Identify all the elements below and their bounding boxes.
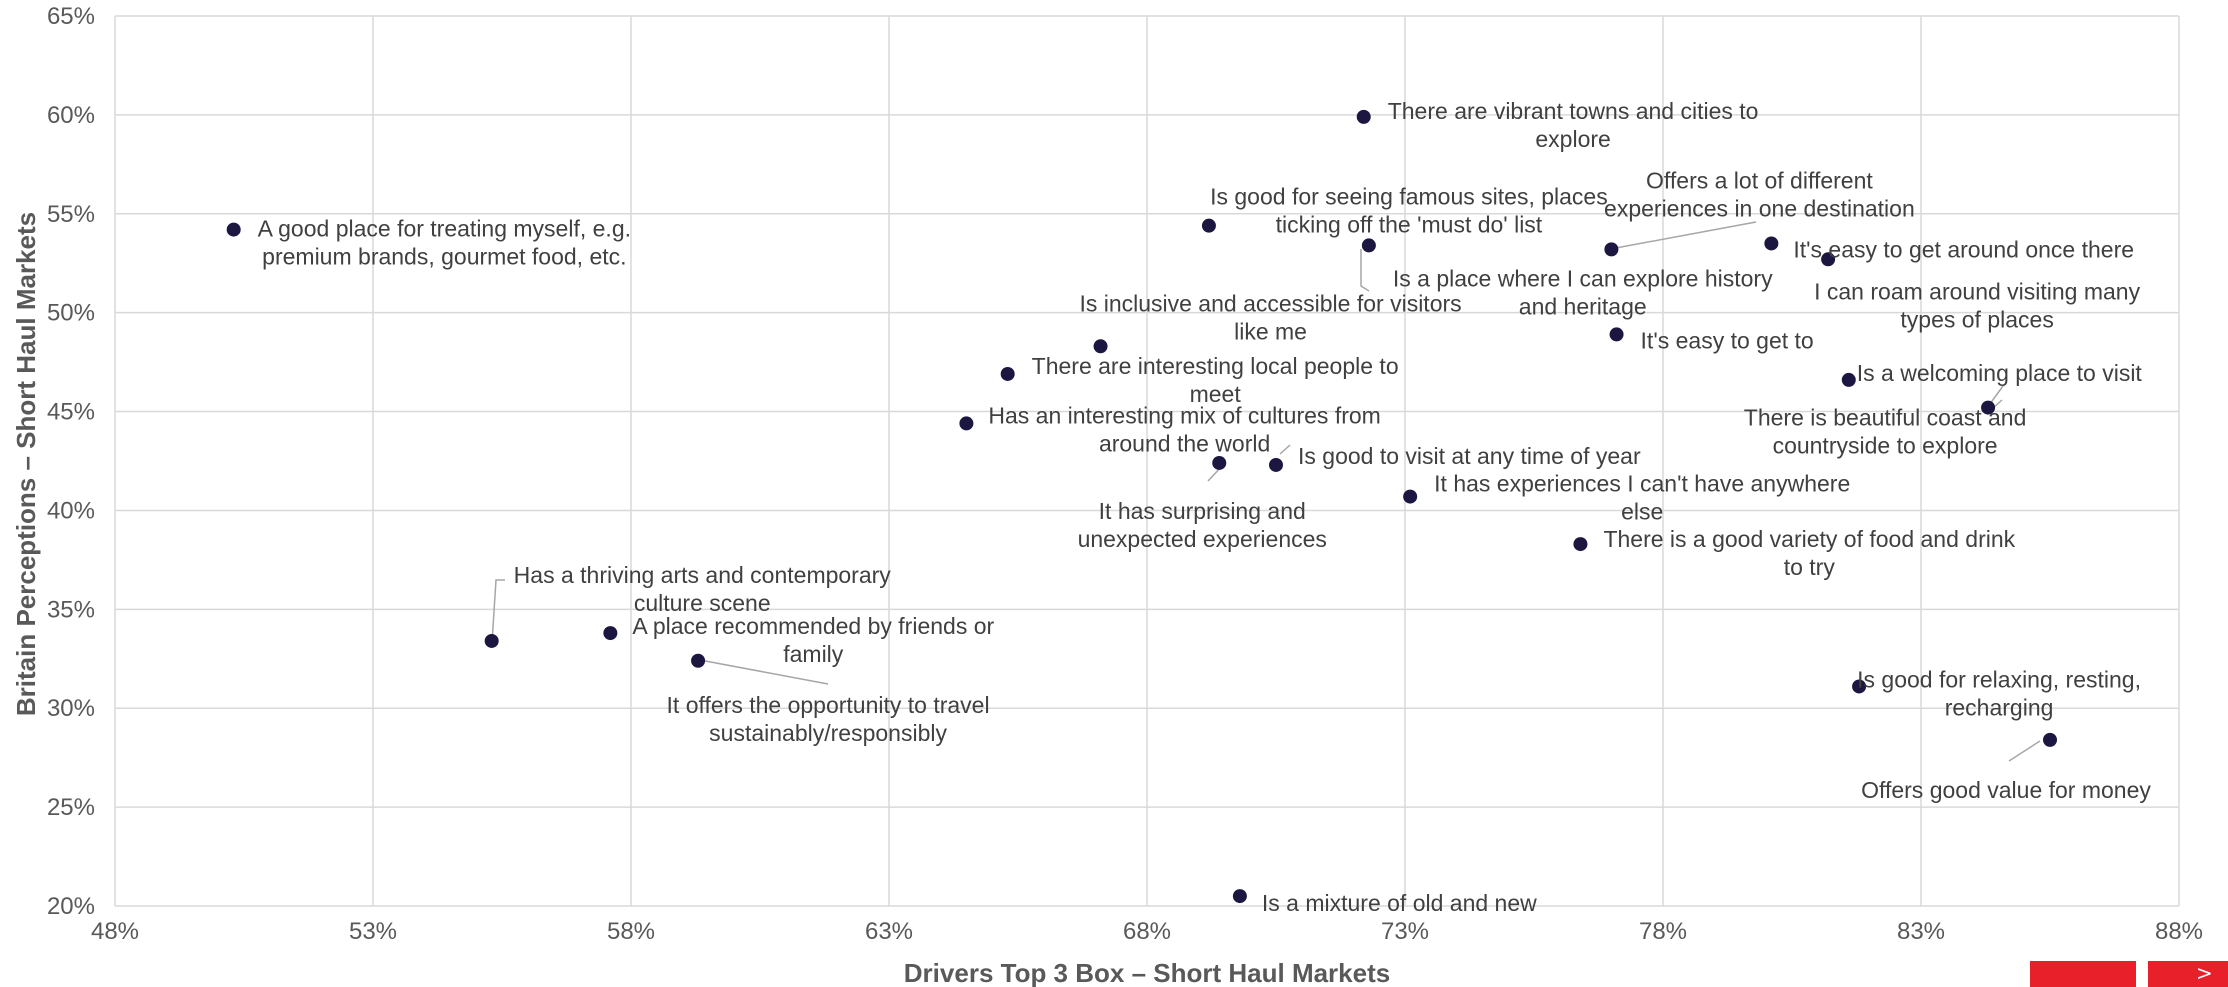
x-tick-label: 63% xyxy=(865,918,913,945)
leader-line xyxy=(1279,444,1291,455)
y-tick-label: 35% xyxy=(47,596,95,623)
brand-tab-left xyxy=(2030,961,2136,987)
point-label: Is a mixture of old and new xyxy=(1262,890,1537,916)
y-axis-ticks: 20% 25% 30% 35% 40% 45% 50% 55% 60% 65% xyxy=(47,3,95,920)
y-axis-title: Britain Perceptions – Short Haul Markets xyxy=(11,212,41,716)
point-label: Has an interesting mix of cultures from a… xyxy=(988,402,1380,456)
point-label: It offers the opportunity to travel susta… xyxy=(667,692,990,746)
y-tick-label: 65% xyxy=(47,3,95,30)
x-tick-label: 53% xyxy=(349,918,397,945)
point-label: Offers a lot of different experiences in … xyxy=(1604,167,1915,221)
leader-line xyxy=(699,659,829,685)
point-label: There is a good variety of food and drin… xyxy=(1603,526,2015,580)
y-tick-label: 40% xyxy=(47,497,95,524)
x-tick-label: 73% xyxy=(1381,918,1429,945)
scatter-point xyxy=(1201,218,1216,233)
point-label: Is a place where I can explore history an… xyxy=(1393,265,1773,319)
y-tick-label: 20% xyxy=(47,893,95,920)
scatter-point xyxy=(1841,372,1856,387)
point-label: There is beautiful coast and countryside … xyxy=(1744,405,2027,459)
scatter-point xyxy=(226,222,241,237)
point-label: A good place for treating myself, e.g. pr… xyxy=(258,216,631,270)
point-labels: A good place for treating myself, e.g. pr… xyxy=(258,98,2152,916)
point-label: Is good for seeing famous sites, places t… xyxy=(1210,184,1608,238)
x-axis-ticks: 48% 53% 58% 63% 68% 73% 78% 83% 88% xyxy=(91,918,2203,945)
point-label: There are interesting local people to mee… xyxy=(1032,353,1399,407)
y-tick-label: 45% xyxy=(47,399,95,426)
scatter-point xyxy=(1609,327,1624,342)
data-points xyxy=(226,109,2057,904)
y-tick-label: 50% xyxy=(47,300,95,327)
scatter-point xyxy=(1000,366,1015,381)
point-label: Is good to visit at any time of year xyxy=(1298,443,1641,469)
scatter-point xyxy=(1212,455,1227,470)
point-label: A place recommended by friends or family xyxy=(632,613,994,667)
leader-line xyxy=(491,579,505,644)
point-label: I can roam around visiting many types of … xyxy=(1814,278,2140,332)
x-tick-label: 83% xyxy=(1897,918,1945,945)
scatter-point xyxy=(1764,236,1779,251)
y-tick-label: 25% xyxy=(47,794,95,821)
point-label: It's easy to get to xyxy=(1641,327,1814,353)
scatter-point xyxy=(691,653,706,668)
scatter-point xyxy=(1356,109,1371,124)
point-label: It has experiences I can't have anywhere… xyxy=(1434,471,1850,525)
x-axis-title: Drivers Top 3 Box – Short Haul Markets xyxy=(904,958,1390,987)
brand-tab-right xyxy=(2148,961,2228,987)
scatter-point xyxy=(1573,537,1588,552)
scatter-point xyxy=(1403,489,1418,504)
point-label: Is good for relaxing, resting, recharging xyxy=(1857,666,2141,720)
label-leader-lines xyxy=(491,221,2041,762)
scatter-point xyxy=(1361,238,1376,253)
scatter-point xyxy=(1604,242,1619,257)
x-tick-label: 78% xyxy=(1639,918,1687,945)
scatter-point xyxy=(603,626,618,641)
point-label: Is inclusive and accessible for visitors… xyxy=(1079,290,1461,344)
leader-line xyxy=(1360,249,1370,292)
scatter-point xyxy=(1821,252,1836,267)
y-tick-label: 60% xyxy=(47,102,95,129)
scatter-point xyxy=(1852,679,1867,694)
y-tick-label: 30% xyxy=(47,695,95,722)
point-label: It has surprising and unexpected experien… xyxy=(1078,498,1327,552)
point-label: Has a thriving arts and contemporary cult… xyxy=(514,562,892,616)
scatter-point xyxy=(1981,400,1996,415)
point-label: It's easy to get around once there xyxy=(1793,236,2134,262)
scatter-point xyxy=(2043,732,2057,747)
scatter-point xyxy=(1232,889,1247,904)
chevron-right-icon: > xyxy=(2196,961,2213,985)
scatter-point xyxy=(484,633,499,648)
x-tick-label: 68% xyxy=(1123,918,1171,945)
point-label: Is a welcoming place to visit xyxy=(1857,360,2143,386)
gridlines xyxy=(114,15,2180,907)
x-tick-label: 48% xyxy=(91,918,139,945)
scatter-point xyxy=(1093,339,1108,354)
x-tick-label: 58% xyxy=(607,918,655,945)
x-tick-label: 88% xyxy=(2155,918,2203,945)
y-tick-label: 55% xyxy=(47,201,95,228)
scatter-point xyxy=(1269,457,1283,472)
scatter-point xyxy=(959,416,974,431)
point-label: There are vibrant towns and cities to exp… xyxy=(1388,98,1759,152)
point-label: Offers good value for money xyxy=(1861,777,2151,803)
leader-line xyxy=(1604,221,1757,251)
leader-line xyxy=(2008,740,2041,762)
